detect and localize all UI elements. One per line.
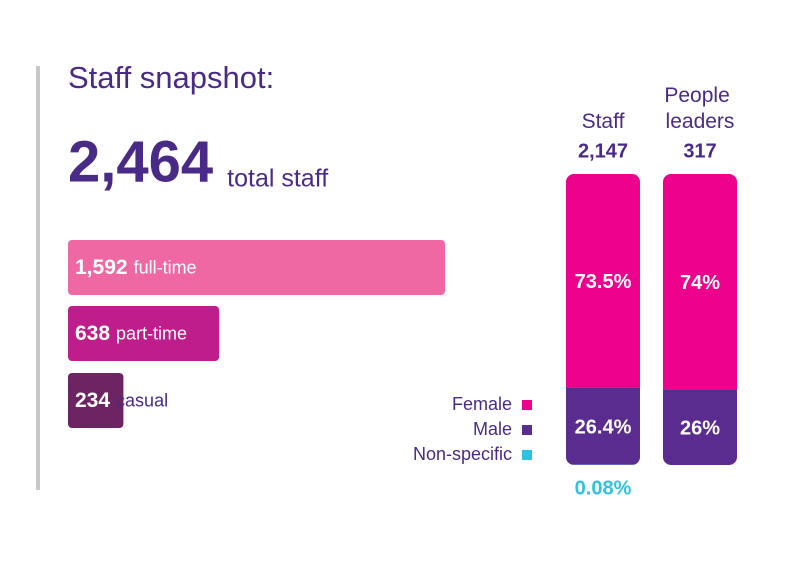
legend-label: Non-specific — [413, 444, 512, 464]
total-number: 2,464 — [68, 129, 213, 194]
segment-label: 0.08% — [575, 477, 632, 499]
segment — [663, 389, 737, 465]
legend-swatch — [522, 400, 532, 410]
divider — [36, 66, 40, 490]
legend-label: Female — [452, 394, 512, 414]
legend-label: Male — [473, 419, 512, 439]
column-label: Staff — [582, 110, 625, 133]
value-label: 638 — [75, 322, 110, 345]
column-total: 317 — [683, 140, 716, 162]
bar — [68, 240, 445, 295]
column-label-line: People — [664, 84, 735, 107]
segment-label: 26% — [680, 417, 720, 439]
segment-label: 74% — [680, 272, 720, 294]
total-label: total staff — [227, 165, 328, 193]
column-label-line: Staff — [582, 110, 625, 133]
category-label: part-time — [116, 323, 187, 343]
legend-swatch — [522, 450, 532, 460]
segment — [566, 174, 640, 388]
bar — [68, 306, 220, 361]
segment — [566, 387, 640, 465]
column-label: People leaders — [664, 84, 735, 133]
column-label-line: leaders — [666, 110, 735, 133]
value-label: 1,592 — [75, 256, 128, 279]
segment-label: 26.4% — [575, 417, 632, 439]
segment — [663, 174, 737, 390]
legend-swatch — [522, 425, 532, 435]
value-label: 234 — [75, 389, 110, 412]
column-total: 2,147 — [578, 140, 628, 162]
category-label: casual — [116, 390, 168, 410]
title: Staff snapshot: — [68, 60, 274, 95]
bar — [68, 373, 124, 428]
segment-label: 73.5% — [575, 271, 632, 293]
category-label: full-time — [134, 257, 197, 277]
